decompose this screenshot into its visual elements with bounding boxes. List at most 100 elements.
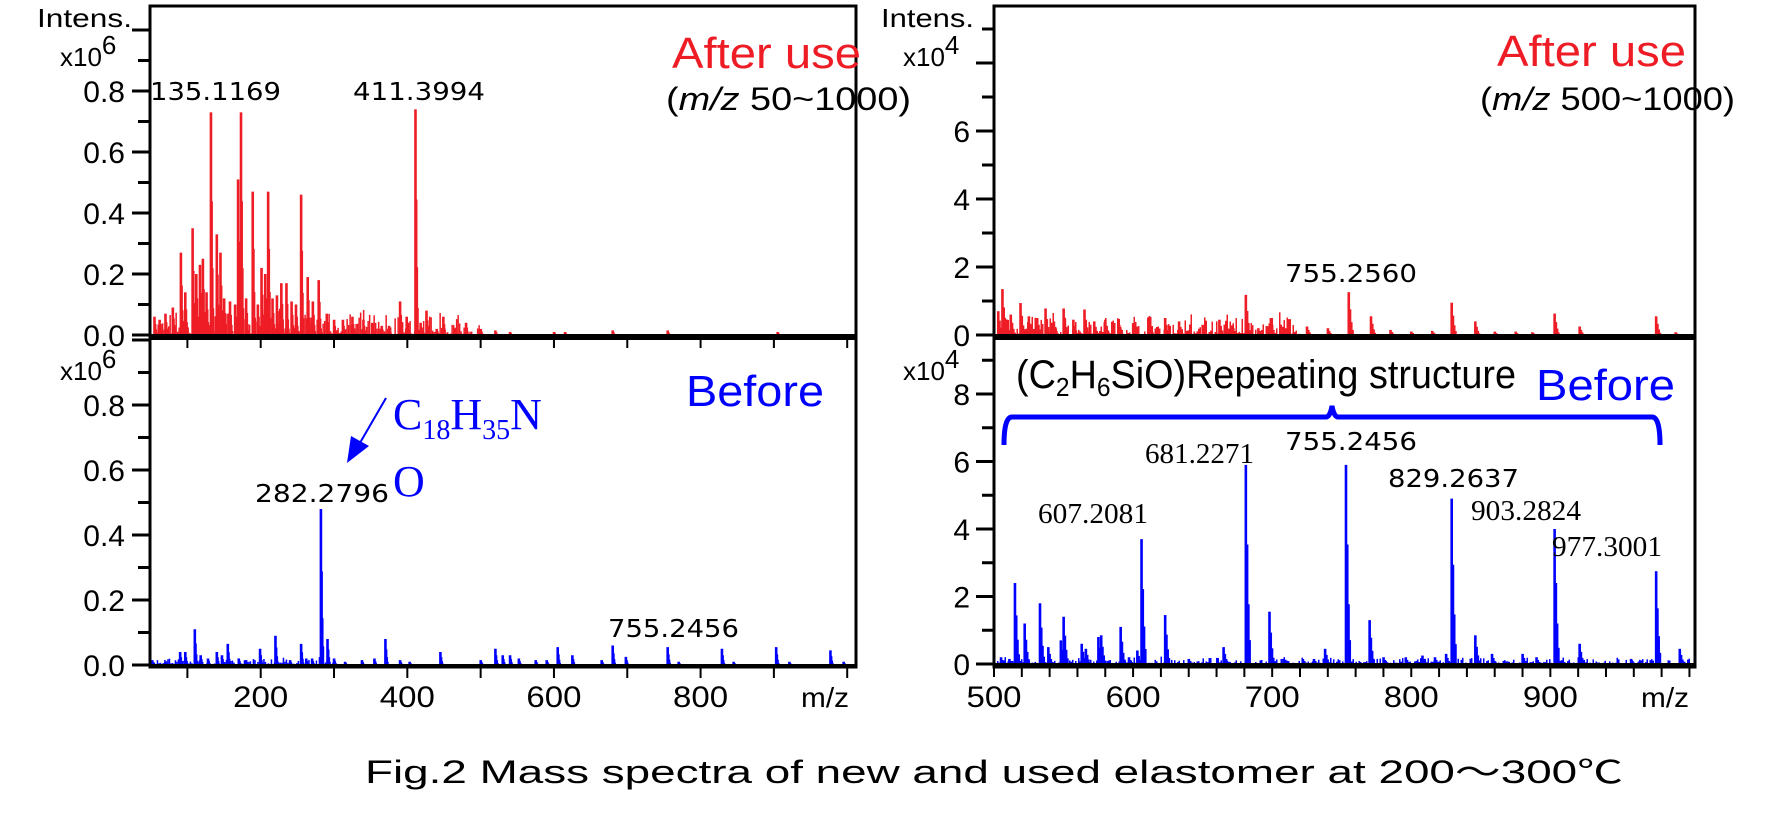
noise-bar: [1088, 322, 1090, 335]
y-tick-label: 0.6: [83, 137, 125, 170]
noise-bar: [1079, 331, 1081, 335]
noise-bar: [226, 313, 228, 335]
isotope-bar: [296, 325, 299, 335]
isotope-bar: [228, 662, 232, 665]
isotope-bar: [407, 332, 410, 335]
isotope-bar: [572, 662, 575, 665]
y-tick-label: 8: [953, 379, 970, 412]
noise-bar: [356, 323, 359, 335]
noise-bar: [1099, 331, 1101, 335]
noise-bar: [1193, 331, 1195, 335]
noise-bar: [304, 314, 306, 335]
noise-bar: [433, 332, 435, 335]
isotope-bar: [206, 322, 210, 335]
isotope-bar: [219, 285, 223, 335]
noise-bar: [1486, 661, 1488, 664]
formula-part: N: [510, 390, 542, 439]
noise-bar: [1004, 657, 1006, 664]
isotope-bar: [241, 268, 244, 335]
noise-bar: [1268, 323, 1270, 335]
noise-bar: [161, 323, 164, 335]
noise-bar: [1307, 661, 1309, 664]
noise-bar: [1228, 661, 1230, 664]
panel-title-before-left: Before: [686, 367, 824, 416]
isotope-bar: [196, 327, 200, 335]
noise-bar: [1505, 661, 1507, 664]
isotope-bar: [1407, 661, 1410, 664]
mz-range-right: (m/z 500~1000): [1480, 81, 1735, 117]
noise-bar: [227, 313, 230, 335]
noise-bar: [1439, 660, 1441, 664]
noise-bar: [1532, 661, 1534, 664]
isotope-bar: [1203, 331, 1207, 335]
noise-bar: [1261, 329, 1263, 335]
noise-bar: [1021, 659, 1023, 664]
noise-bar: [1231, 325, 1233, 335]
noise-bar: [1276, 328, 1278, 335]
isotope-bar: [1657, 329, 1660, 335]
isotope-bar: [282, 328, 285, 335]
isotope-bar: [159, 330, 163, 335]
noise-bar: [1136, 326, 1138, 335]
noise-bar: [243, 660, 246, 665]
y-tick-label: 0.0: [83, 320, 125, 353]
isotope-bar: [1094, 326, 1097, 335]
noise-bar: [403, 332, 405, 335]
noise-bar: [1019, 661, 1021, 664]
isotope-bar: [203, 325, 207, 335]
isotope-bar: [612, 659, 616, 665]
noise-bar: [1183, 660, 1185, 664]
isotope-bar: [426, 327, 430, 335]
noise-bar: [1393, 660, 1395, 664]
noise-bar: [1414, 661, 1416, 664]
isotope-bar: [466, 331, 469, 335]
noise-bar: [1298, 660, 1300, 664]
noise-bar: [1330, 657, 1332, 664]
isotope-bar: [224, 330, 228, 335]
noise-bar: [1337, 659, 1339, 664]
noise-bar: [310, 317, 312, 335]
isotope-bar: [1515, 332, 1519, 335]
noise-bar: [1261, 660, 1263, 664]
noise-bar: [1282, 326, 1284, 335]
isotope-bar: [216, 661, 220, 665]
noise-bar: [1417, 659, 1419, 664]
isotope-bar: [1066, 658, 1069, 664]
x-tick-label: 800: [1384, 681, 1439, 714]
isotope-bar: [273, 330, 276, 335]
y-scale-bottom-right: x104: [903, 344, 959, 386]
y-tick-label: 0: [953, 320, 970, 353]
isotope-bar: [1039, 332, 1043, 335]
noise-bar: [377, 321, 380, 335]
noise-bar: [997, 661, 999, 664]
noise-bar: [1294, 331, 1296, 335]
isotope-bar: [385, 657, 389, 665]
noise-bar: [1502, 660, 1504, 664]
noise-bar: [329, 331, 332, 335]
isotope-bar: [1555, 328, 1559, 335]
isotope-bar: [1049, 658, 1053, 664]
isotope-bar: [199, 313, 203, 335]
isotope-bar: [313, 330, 317, 335]
noise-bar: [424, 332, 426, 335]
noise-bar: [1415, 660, 1417, 664]
isotope-bar: [353, 332, 356, 335]
noise-bar: [1060, 331, 1062, 335]
noise-bar: [1049, 318, 1051, 335]
noise-bar: [1205, 661, 1207, 664]
noise-bar: [1090, 659, 1092, 664]
isotope-bar: [1041, 645, 1044, 664]
noise-bar: [1169, 325, 1171, 335]
isotope-bar: [1248, 640, 1251, 664]
noise-bar: [1034, 317, 1036, 335]
isotope-bar: [1454, 644, 1457, 664]
isotope-bar: [342, 330, 346, 335]
isotope-bar: [1681, 659, 1684, 664]
isotope-bar: [1452, 325, 1456, 335]
formula-part: H: [450, 390, 482, 439]
noise-bar: [233, 662, 235, 665]
noise-bar: [249, 661, 252, 665]
noise-bar: [163, 329, 165, 335]
noise-bar: [1160, 656, 1162, 664]
